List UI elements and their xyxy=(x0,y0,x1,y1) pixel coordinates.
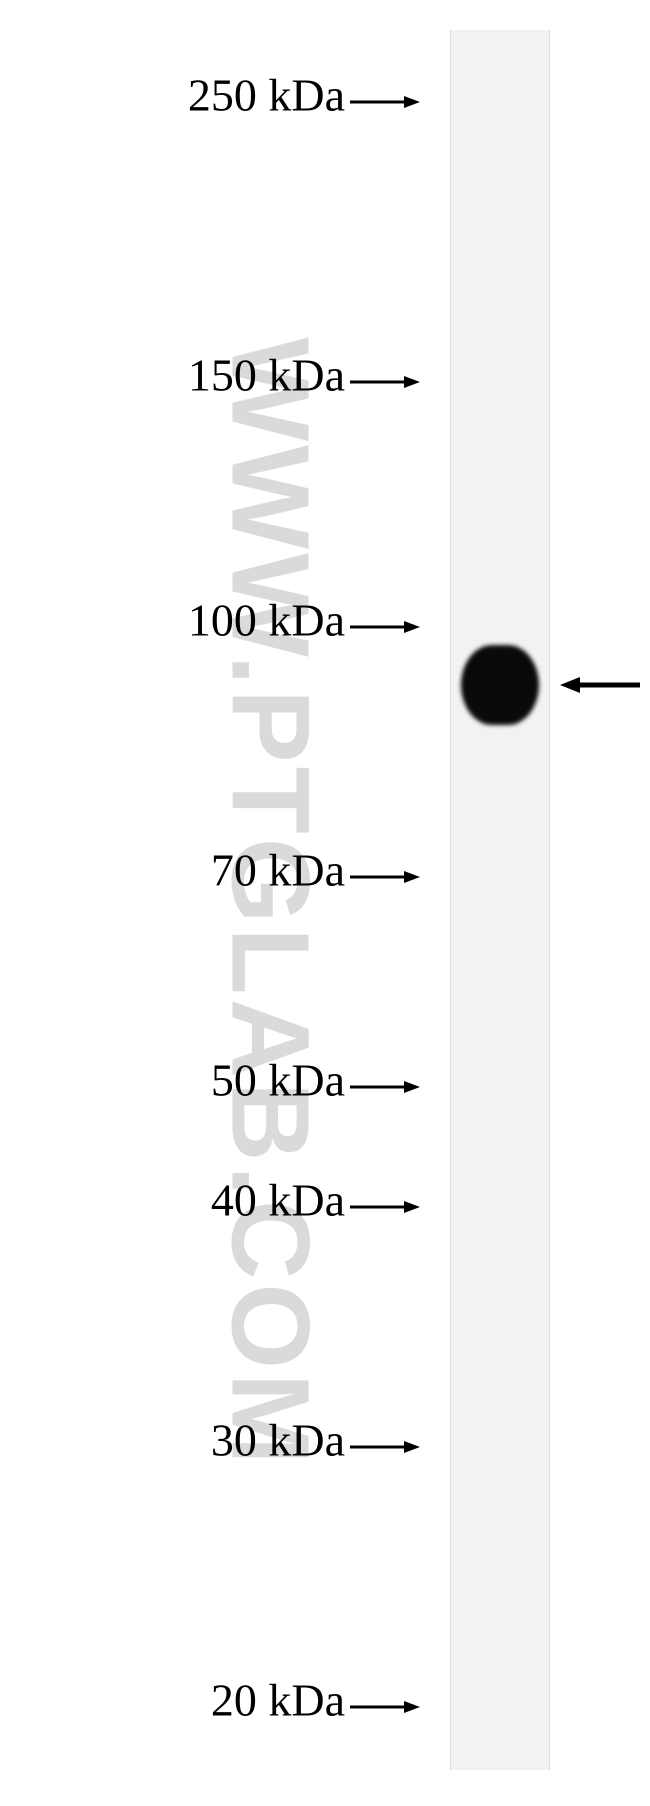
blot-figure: WWW.PTGLAB.COM 250 kDa 150 kDa 100 kDa 70 k… xyxy=(0,0,650,1806)
marker-arrow-icon xyxy=(350,94,420,96)
marker-arrow-icon xyxy=(350,1199,420,1201)
marker-arrow-icon xyxy=(350,619,420,621)
marker-label: 150 kDa xyxy=(188,349,345,402)
marker-arrow-icon xyxy=(350,1699,420,1701)
protein-band xyxy=(461,645,539,725)
marker-arrow-icon xyxy=(350,374,420,376)
band-indicator-arrow xyxy=(560,675,640,695)
marker-arrow-icon xyxy=(350,869,420,871)
gel-lane xyxy=(450,30,550,1770)
marker-arrow-icon xyxy=(350,1079,420,1081)
marker-label: 40 kDa xyxy=(211,1174,345,1227)
marker-arrow-icon xyxy=(350,1439,420,1441)
marker-label: 50 kDa xyxy=(211,1054,345,1107)
marker-label: 30 kDa xyxy=(211,1414,345,1467)
watermark-text: WWW.PTGLAB.COM xyxy=(207,337,334,1468)
marker-label: 20 kDa xyxy=(211,1674,345,1727)
marker-label: 70 kDa xyxy=(211,844,345,897)
marker-label: 100 kDa xyxy=(188,594,345,647)
marker-label: 250 kDa xyxy=(188,69,345,122)
